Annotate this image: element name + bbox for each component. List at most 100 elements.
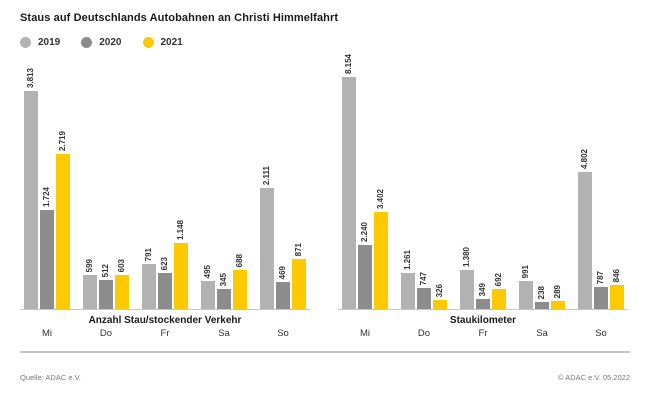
category-label-So: So	[277, 328, 289, 339]
bar-group-Fr: 1.380 349 692	[460, 247, 506, 309]
bar-value-label: 791	[144, 247, 153, 261]
footer-divider	[20, 351, 630, 353]
category-label-Fr: Fr	[160, 328, 170, 339]
bar-value-label: 512	[101, 263, 110, 277]
source-credit: Quelle: ADAC e.V.	[20, 373, 82, 382]
bar-value-label: 2.111	[262, 165, 271, 185]
legend-label: 2019	[38, 36, 61, 48]
bar-2020-Do	[417, 288, 431, 309]
bar-2020-So	[594, 287, 608, 309]
bar-value-label: 1.148	[176, 219, 185, 240]
bar-2019-Do	[401, 273, 415, 309]
category-label-Fr: Fr	[478, 328, 488, 339]
plot-area-staukilometer: 8.154 2.240 3.402 1.261 747 326 1.380 349 692 991…	[338, 54, 628, 310]
bar-column: 747	[417, 272, 431, 309]
bar-value-label: 1.261	[403, 249, 412, 270]
bar-2019-Sa	[201, 281, 215, 309]
chart-anzahl-stau: 3.813 1.724 2.719 599 512 603 791 623 1.148 495 34…	[20, 58, 310, 339]
bar-column: 469	[276, 266, 290, 309]
bar-2019-Mi	[24, 91, 38, 309]
bar-2021-Sa	[233, 270, 247, 309]
bar-value-label: 846	[612, 268, 621, 282]
category-label-Do: Do	[417, 328, 431, 339]
bar-column: 3.813	[24, 68, 38, 309]
legend-item-2021: 2021	[142, 36, 183, 48]
bar-value-label: 3.813	[26, 67, 35, 88]
category-label-Mi: Mi	[41, 328, 53, 339]
legend-label: 2020	[99, 36, 122, 48]
bar-value-label: 326	[435, 283, 444, 297]
bar-group-Fr: 791 623 1.148	[142, 220, 188, 309]
bar-2021-Sa	[551, 301, 565, 309]
bar-2019-So	[260, 188, 274, 309]
bar-column: 871	[292, 243, 306, 309]
bar-column: 1.261	[401, 250, 415, 309]
category-label-Do: Do	[99, 328, 113, 339]
bar-column: 791	[142, 248, 156, 309]
bar-2021-So	[610, 285, 624, 309]
bar-column: 688	[233, 254, 247, 309]
category-label-So: So	[595, 328, 607, 339]
bar-2021-Fr	[492, 289, 506, 309]
bar-column: 512	[99, 264, 113, 309]
bar-column: 4.802	[578, 149, 592, 309]
bar-column: 623	[158, 257, 172, 309]
bar-value-label: 692	[494, 272, 503, 286]
bar-2019-So	[578, 172, 592, 309]
legend-item-2020: 2020	[81, 36, 122, 48]
bar-column: 991	[519, 265, 533, 309]
bar-value-label: 599	[85, 258, 94, 272]
chart-axis-title: Staukilometer	[449, 315, 517, 326]
legend: 2019 2020 2021	[20, 36, 630, 48]
bar-value-label: 1.380	[462, 246, 471, 267]
bar-2019-Do	[83, 275, 97, 309]
bar-group-So: 2.111 469 871	[260, 166, 306, 309]
category-axis: Mi Do Fr Sa So	[20, 328, 310, 339]
bar-column: 1.380	[460, 247, 474, 309]
bar-2021-Do	[433, 300, 447, 309]
chart-main-title: Staus auf Deutschlands Autobahnen an Chr…	[20, 12, 339, 24]
bar-value-label: 4.802	[580, 148, 589, 169]
legend-dot-icon	[142, 36, 154, 48]
bar-column: 846	[610, 269, 624, 309]
bar-group-So: 4.802 787 846	[578, 149, 624, 309]
footer: Quelle: ADAC e.V. © ADAC e.V. 05.2022	[20, 373, 630, 382]
bar-2020-Sa	[535, 302, 549, 309]
bar-column: 289	[551, 285, 565, 309]
chart-axis-title: Anzahl Stau/stockender Verkehr	[88, 315, 242, 326]
bar-column: 8.154	[342, 54, 356, 309]
bar-value-label: 991	[521, 264, 530, 278]
bar-value-label: 3.402	[376, 188, 385, 209]
legend-item-2019: 2019	[20, 36, 61, 48]
bar-2021-Mi	[56, 154, 70, 309]
bar-column: 787	[594, 271, 608, 309]
bar-column: 692	[492, 273, 506, 309]
bar-value-label: 289	[553, 284, 562, 298]
bar-2020-Fr	[476, 299, 490, 309]
bar-column: 495	[201, 265, 215, 309]
bar-2020-Mi	[40, 210, 54, 309]
copyright-notice: © ADAC e.V. 05.2022	[558, 373, 630, 382]
bar-value-label: 469	[278, 265, 287, 279]
bar-value-label: 495	[203, 264, 212, 278]
bar-column: 2.240	[358, 222, 372, 309]
bar-value-label: 747	[419, 271, 428, 285]
bar-value-label: 238	[537, 285, 546, 299]
bar-value-label: 1.724	[42, 186, 51, 207]
chart-staukilometer: 8.154 2.240 3.402 1.261 747 326 1.380 349 692 991…	[338, 54, 628, 339]
bar-value-label: 345	[219, 272, 228, 286]
category-label-Sa: Sa	[536, 328, 548, 339]
bar-value-label: 8.154	[344, 53, 353, 74]
bar-2021-So	[292, 259, 306, 309]
bar-group-Do: 599 512 603	[83, 259, 129, 309]
category-axis: Mi Do Fr Sa So	[338, 328, 628, 339]
bar-column: 1.148	[174, 220, 188, 309]
bar-2020-Sa	[217, 289, 231, 309]
category-label-Mi: Mi	[359, 328, 371, 339]
bar-group-Sa: 495 345 688	[201, 254, 247, 309]
bar-column: 2.111	[260, 166, 274, 309]
bar-2021-Do	[115, 275, 129, 309]
bar-2020-Fr	[158, 273, 172, 309]
bar-column: 349	[476, 283, 490, 309]
